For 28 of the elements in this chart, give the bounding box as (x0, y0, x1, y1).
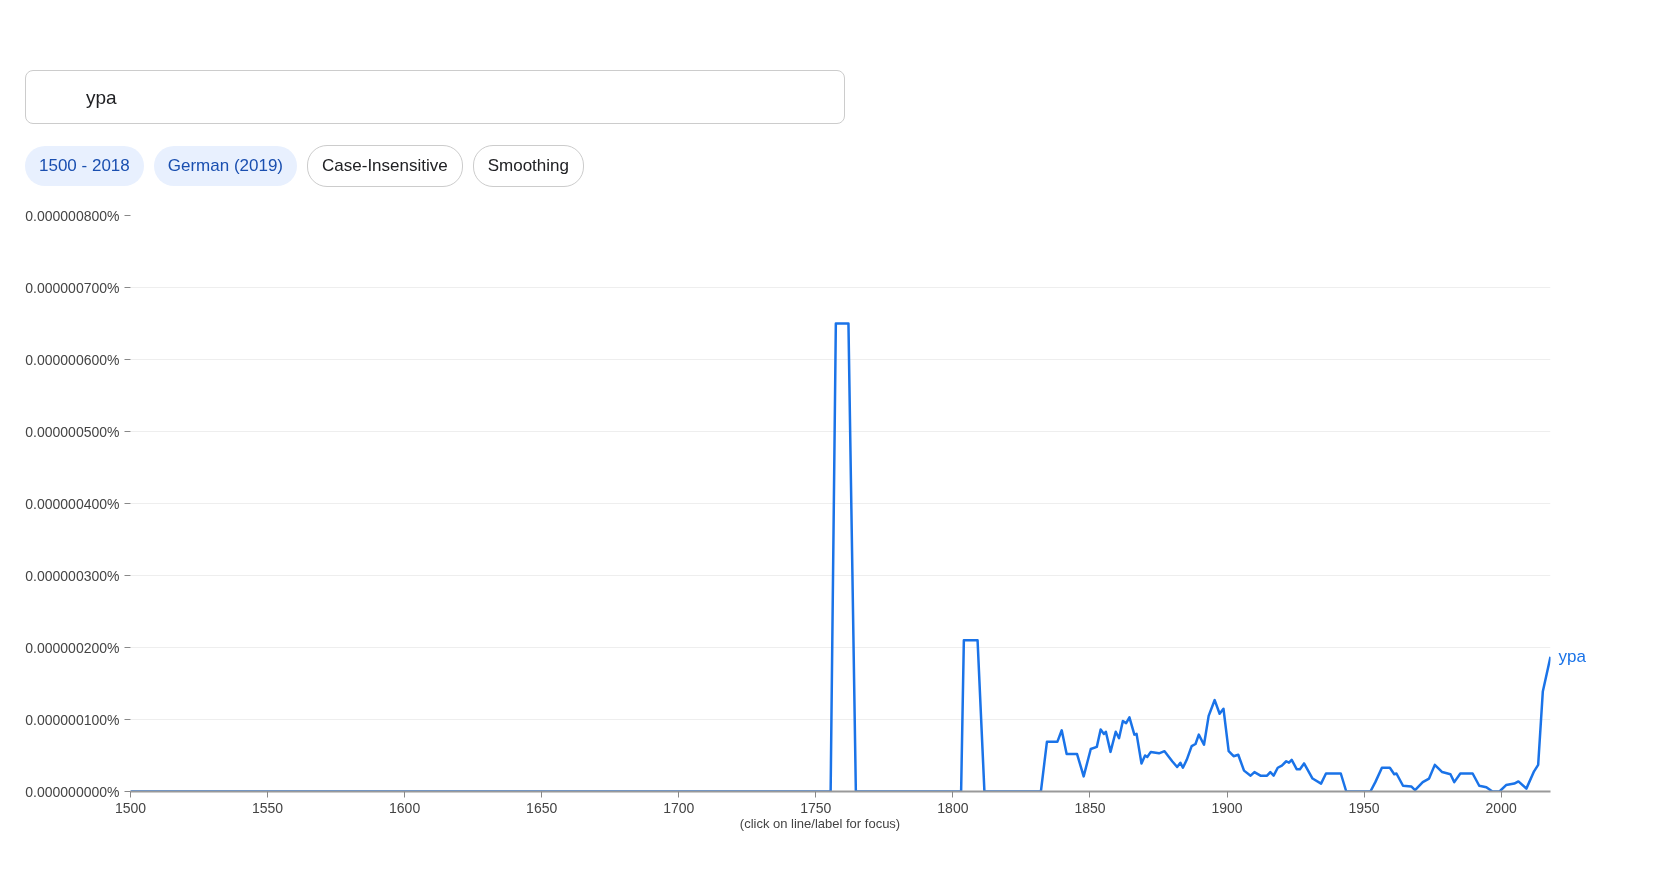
y-tick-label: 0.000000200% (25, 639, 120, 656)
y-tick-label: 0.000000700% (25, 279, 120, 296)
x-tick-label: 1800 (937, 799, 969, 816)
x-tick-label: 1550 (251, 799, 284, 816)
x-tick-label: 2000 (1485, 799, 1517, 816)
text: Case-Insensitive (307, 145, 463, 188)
y-tick-label: 0.000000300% (25, 567, 120, 584)
y-tick-label: 0.000000800% (25, 207, 120, 224)
text: ypa (25, 70, 845, 124)
y-tick-label: 0.000000100% (25, 711, 120, 728)
x-tick-label: 1900 (1211, 799, 1243, 816)
y-tick-label: 0.000000400% (25, 495, 120, 512)
x-tick-label: 1700 (663, 799, 695, 816)
x-tick-label: 1750 (800, 799, 832, 816)
text: German (2019) (153, 146, 298, 187)
series-label: ypa (1558, 647, 1587, 667)
text: Smoothing (472, 145, 584, 188)
x-tick-label: 1850 (1074, 799, 1106, 816)
x-tick-label: 1500 (114, 799, 147, 816)
text: (click on line/label for focus) (738, 815, 902, 833)
x-tick-label: 1650 (526, 799, 558, 816)
y-tick-label: 0.000000000% (25, 783, 120, 800)
x-tick-label: 1950 (1348, 799, 1380, 816)
x-tick-label: 1600 (389, 799, 421, 816)
y-tick-label: 0.000000500% (25, 423, 120, 440)
text: 1500 - 2018 (25, 146, 144, 187)
y-tick-label: 0.000000600% (25, 351, 120, 368)
line-series (130, 322, 1551, 792)
